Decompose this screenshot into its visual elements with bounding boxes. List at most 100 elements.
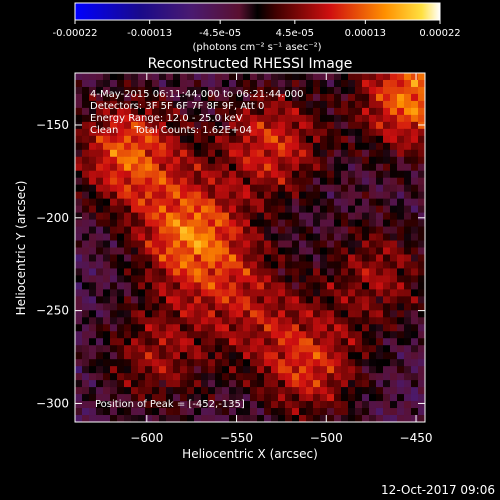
heatmap-cell: [250, 394, 258, 402]
heatmap-cell: [390, 198, 398, 207]
heatmap-cell: [152, 359, 160, 367]
heatmap-cell: [152, 177, 160, 186]
heatmap-cell: [348, 345, 356, 353]
heatmap-cell: [327, 135, 335, 144]
heatmap-cell: [103, 303, 111, 311]
heatmap-cell: [334, 100, 342, 109]
heatmap-cell: [215, 331, 223, 339]
heatmap-cell: [222, 121, 230, 130]
heatmap-cell: [194, 394, 202, 402]
heatmap-cell: [124, 324, 132, 332]
heatmap-cell: [229, 310, 237, 318]
heatmap-cell: [341, 303, 349, 311]
heatmap-cell: [334, 219, 342, 227]
heatmap-cell: [376, 282, 384, 290]
heatmap-cell: [418, 282, 425, 290]
heatmap-cell: [166, 184, 174, 193]
heatmap-cell: [292, 79, 300, 88]
heatmap-cell: [404, 296, 412, 304]
heatmap-cell: [215, 394, 223, 402]
heatmap-cell: [418, 401, 425, 409]
heatmap-cell: [306, 408, 314, 416]
heatmap-cell: [397, 100, 405, 109]
heatmap-cell: [348, 198, 356, 207]
heatmap-cell: [397, 303, 405, 311]
heatmap-cell: [299, 338, 307, 346]
heatmap-cell: [75, 142, 83, 151]
heatmap-cell: [152, 247, 160, 255]
heatmap-cell: [285, 128, 293, 137]
heatmap-cell: [173, 310, 181, 318]
heatmap-cell: [187, 324, 195, 332]
heatmap-cell: [187, 156, 195, 165]
heatmap-cell: [166, 100, 174, 109]
heatmap-cell: [341, 79, 349, 88]
heatmap-cell: [341, 135, 349, 144]
heatmap-cell: [320, 205, 328, 213]
heatmap-cell: [82, 79, 90, 88]
heatmap-cell: [327, 394, 335, 402]
heatmap-cell: [180, 268, 188, 276]
heatmap-cell: [131, 359, 139, 367]
heatmap-cell: [292, 310, 300, 318]
heatmap-cell: [271, 254, 279, 262]
heatmap-cell: [271, 149, 279, 158]
heatmap-cell: [201, 205, 209, 213]
heatmap-cell: [411, 331, 419, 339]
heatmap-cell: [341, 401, 349, 409]
heatmap-cell: [243, 212, 251, 220]
heatmap-cell: [173, 100, 181, 109]
heatmap-cell: [397, 212, 405, 220]
heatmap-cell: [362, 352, 370, 360]
heatmap-cell: [362, 198, 370, 207]
heatmap-cell: [159, 380, 167, 388]
heatmap-cell: [82, 93, 90, 102]
heatmap-cell: [292, 324, 300, 332]
heatmap-cell: [306, 73, 314, 81]
heatmap-cell: [173, 296, 181, 304]
heatmap-cell: [320, 359, 328, 367]
heatmap-cell: [236, 359, 244, 367]
heatmap-cell: [320, 212, 328, 220]
heatmap-cell: [292, 177, 300, 186]
heatmap-cell: [173, 303, 181, 311]
heatmap-cell: [313, 338, 321, 346]
heatmap-cell: [173, 268, 181, 276]
heatmap-cell: [355, 79, 363, 88]
heatmap-cell: [138, 303, 146, 311]
heatmap-cell: [96, 184, 104, 193]
heatmap-cell: [285, 86, 293, 95]
heatmap-cell: [383, 373, 391, 381]
heatmap-cell: [362, 254, 370, 262]
heatmap-cell: [334, 359, 342, 367]
heatmap-cell: [138, 121, 146, 130]
heatmap-cell: [187, 79, 195, 88]
heatmap-cell: [222, 373, 230, 381]
heatmap-cell: [215, 310, 223, 318]
heatmap-cell: [418, 373, 425, 381]
heatmap-cell: [124, 247, 132, 255]
heatmap-cell: [334, 86, 342, 95]
heatmap-cell: [194, 79, 202, 88]
heatmap-cell: [397, 79, 405, 88]
heatmap-cell: [292, 261, 300, 269]
heatmap-cell: [334, 142, 342, 151]
annotation-time-range: 4-May-2015 06:11:44.000 to 06:21:44.000: [90, 89, 303, 100]
heatmap-cell: [264, 170, 272, 179]
heatmap-cell: [257, 233, 265, 241]
heatmap-cell: [75, 296, 83, 304]
heatmap-cell: [222, 114, 230, 123]
heatmap-cell: [103, 261, 111, 269]
heatmap-cell: [369, 198, 377, 207]
heatmap-cell: [89, 149, 97, 158]
heatmap-cell: [194, 226, 202, 234]
heatmap-cell: [250, 366, 258, 374]
heatmap-cell: [180, 156, 188, 165]
heatmap-cell: [173, 233, 181, 241]
heatmap-cell: [124, 233, 132, 241]
heatmap-cell: [89, 275, 97, 283]
heatmap-cell: [117, 233, 125, 241]
heatmap-cell: [369, 114, 377, 123]
heatmap-cell: [369, 93, 377, 102]
heatmap-cell: [397, 401, 405, 409]
